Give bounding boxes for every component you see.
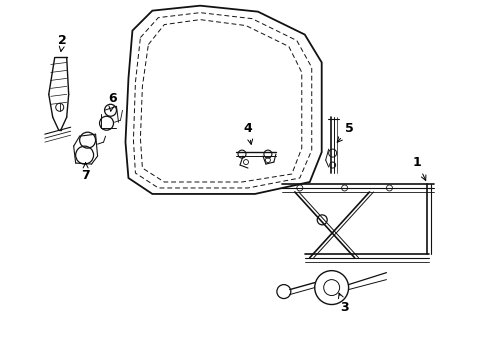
Circle shape [387, 185, 392, 191]
Circle shape [342, 185, 347, 191]
Circle shape [317, 215, 327, 225]
Circle shape [297, 185, 303, 191]
Text: 1: 1 [413, 156, 426, 180]
Text: 7: 7 [81, 163, 90, 181]
Text: 2: 2 [58, 34, 67, 51]
Text: 6: 6 [108, 92, 117, 111]
Text: 5: 5 [337, 122, 354, 142]
Text: 3: 3 [339, 293, 349, 314]
Text: 4: 4 [244, 122, 253, 144]
